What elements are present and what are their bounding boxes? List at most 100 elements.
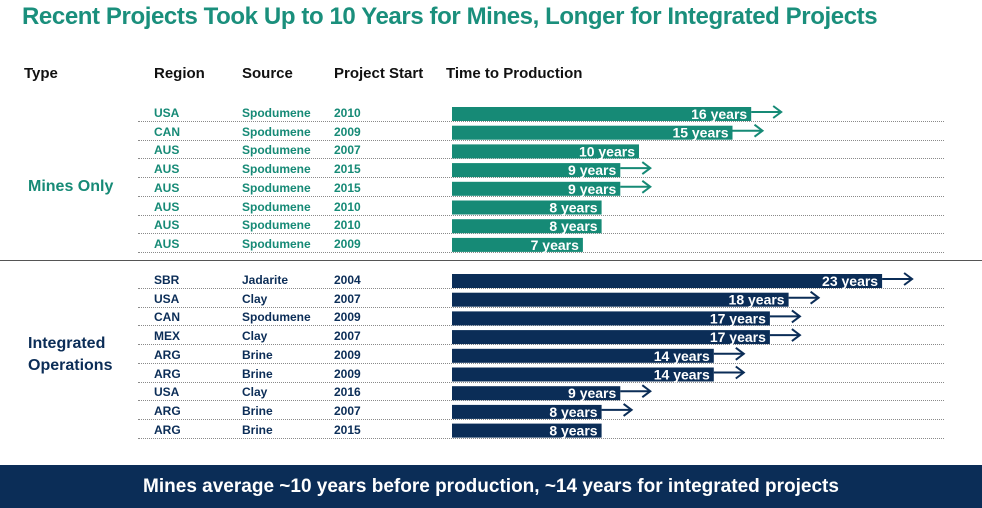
row-divider — [138, 362, 944, 364]
row-divider — [138, 325, 944, 327]
row-divider — [138, 306, 944, 308]
row-divider — [138, 381, 944, 383]
row-source: Spodumene — [242, 106, 311, 120]
ongoing-arrow-icon — [809, 290, 821, 305]
header-source: Source — [242, 65, 293, 82]
row-start: 2004 — [334, 273, 361, 287]
summary-banner: Mines average ~10 years before productio… — [0, 465, 982, 508]
row-source: Spodumene — [242, 162, 311, 177]
row-source: Spodumene — [242, 199, 311, 214]
row-divider — [138, 214, 944, 216]
bar — [452, 125, 733, 140]
table-row: USA Spodumene 2010 — [0, 104, 982, 122]
row-region: USA — [154, 106, 180, 120]
row-start: 2010 — [334, 218, 361, 233]
row-source: Brine — [242, 403, 273, 418]
row-divider — [138, 251, 944, 253]
bar — [452, 163, 621, 178]
bar-label: 18 years — [729, 292, 785, 308]
ongoing-arrow-icon — [622, 403, 634, 417]
row-region: CAN — [154, 310, 180, 325]
bar — [452, 404, 602, 419]
row-source: Spodumene — [242, 218, 311, 233]
bar-label: 8 years — [549, 218, 597, 234]
group-label-mines: Mines Only — [28, 178, 114, 195]
row-start: 2016 — [334, 385, 361, 400]
row-start: 2015 — [334, 180, 361, 195]
row-divider — [138, 158, 944, 160]
group-label-integrated: Integrated Operations — [28, 333, 112, 377]
row-divider — [138, 288, 944, 289]
bar-label: 9 years — [568, 181, 616, 197]
row-source: Clay — [242, 385, 268, 400]
row-source: Spodumene — [242, 143, 311, 158]
table-row: ARG Brine 2009 — [0, 346, 982, 364]
header-project-start: Project Start — [334, 65, 424, 82]
row-source: Spodumene — [242, 236, 311, 251]
row-region: AUS — [154, 143, 180, 158]
table-row: MEX Clay 2007 — [0, 327, 982, 346]
row-divider — [138, 195, 944, 197]
ongoing-arrow-icon — [735, 346, 746, 361]
table-row: AUS Spodumene 2010 — [0, 216, 982, 235]
table-row: CAN Spodumene 2009 — [0, 123, 982, 141]
bar-label: 8 years — [549, 423, 597, 439]
row-region: AUS — [154, 162, 180, 177]
row-source: Clay — [242, 291, 268, 306]
row-start: 2007 — [334, 403, 361, 418]
row-source: Brine — [242, 347, 273, 362]
bar-label: 9 years — [568, 162, 616, 178]
row-region: SBR — [154, 273, 180, 287]
bar — [452, 107, 752, 121]
row-divider — [138, 233, 944, 235]
table-row: AUS Spodumene 2009 — [0, 235, 982, 253]
row-divider — [138, 121, 944, 122]
row-region: ARG — [154, 347, 181, 362]
bar-label: 8 years — [549, 404, 597, 420]
ongoing-arrow-icon — [641, 161, 652, 175]
table-row: AUS Spodumene 2015 — [0, 179, 982, 197]
table-row: AUS Spodumene 2007 — [0, 141, 982, 160]
bar — [452, 144, 639, 159]
row-start: 2007 — [334, 143, 361, 158]
row-region: AUS — [154, 180, 180, 195]
table-row: ARG Brine 2007 — [0, 402, 982, 420]
header-region: Region — [154, 65, 205, 82]
ongoing-arrow-icon — [641, 180, 652, 194]
bar-label: 10 years — [579, 143, 635, 159]
bar-label: 16 years — [691, 106, 747, 122]
row-region: AUS — [154, 218, 180, 233]
group-label-integrated-line2: Operations — [28, 357, 113, 374]
row-region: AUS — [154, 199, 180, 214]
row-region: MEX — [154, 329, 181, 344]
row-start: 2009 — [334, 310, 361, 325]
bar — [452, 423, 602, 438]
bar — [452, 292, 789, 307]
table-row: ARG Brine 2009 — [0, 365, 982, 383]
row-region: AUS — [154, 236, 180, 251]
row-source: Spodumene — [242, 180, 311, 195]
row-start: 2015 — [334, 422, 361, 437]
bar-label: 17 years — [710, 310, 766, 326]
bar-label: 23 years — [822, 273, 878, 289]
bar-label: 9 years — [568, 385, 616, 401]
bar — [452, 367, 714, 382]
table-row: USA Clay 2016 — [0, 383, 982, 402]
ongoing-arrow-icon — [772, 105, 783, 119]
row-region: USA — [154, 385, 180, 400]
row-region: ARG — [154, 366, 181, 381]
row-source: Brine — [242, 422, 273, 437]
row-region: ARG — [154, 403, 181, 418]
bar — [452, 200, 602, 215]
row-source: Clay — [242, 329, 268, 344]
header-time-to-production: Time to Production — [446, 65, 583, 82]
row-source: Spodumene — [242, 124, 311, 139]
ongoing-arrow-icon — [791, 328, 802, 342]
ongoing-arrow-icon — [641, 384, 652, 399]
row-start: 2007 — [334, 291, 361, 306]
row-region: USA — [154, 291, 180, 306]
chart-title: Recent Projects Took Up to 10 Years for … — [22, 3, 878, 30]
row-start: 2009 — [334, 347, 361, 362]
bar — [452, 330, 770, 345]
